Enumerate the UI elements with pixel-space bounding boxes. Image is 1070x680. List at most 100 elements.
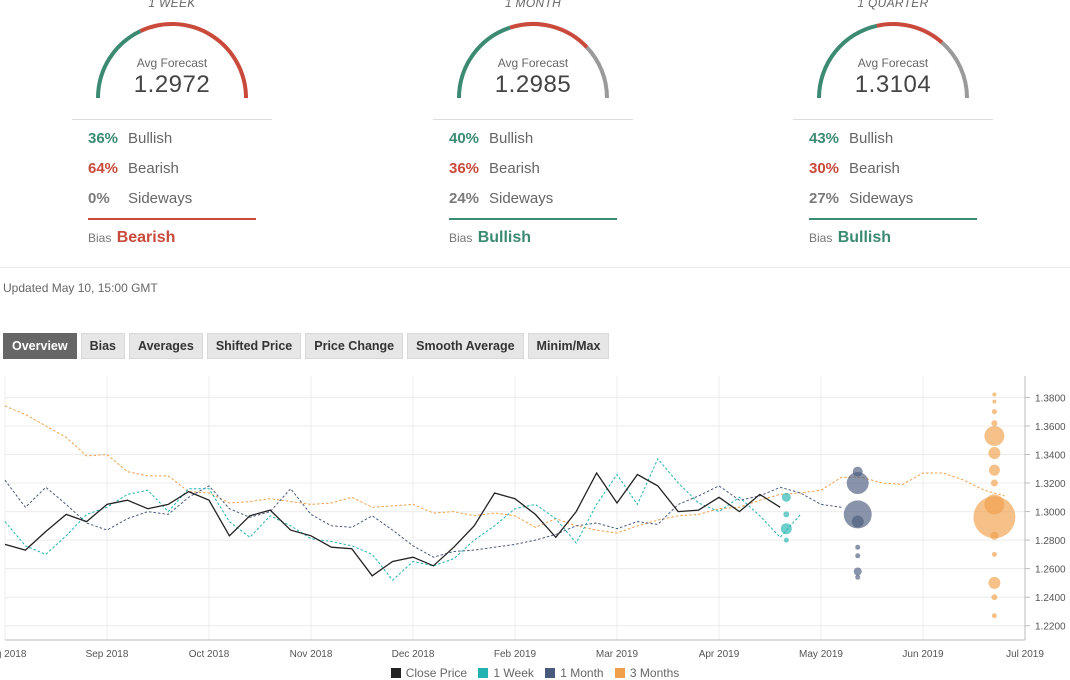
sideways-row: 0% Sideways [88, 190, 192, 212]
tab-smooth-average[interactable]: Smooth Average [407, 333, 524, 359]
forecast-bubble-3-months [988, 576, 1001, 589]
legend-item-1-week[interactable]: 1 Week [478, 666, 534, 680]
legend-swatch [545, 668, 556, 678]
gauge-bullish-arc [817, 23, 878, 99]
bullish-label: Bullish [849, 130, 894, 147]
forecast-bubble-3-months [984, 425, 1005, 446]
forecast-bubble-1-week [783, 511, 790, 518]
bearish-row: 64% Bearish [88, 160, 179, 182]
forecast-bubble-1-month [855, 574, 861, 580]
legend-label: Close Price [405, 666, 468, 680]
avg-forecast-value: 1.2972 [133, 71, 211, 98]
tab-averages[interactable]: Averages [129, 333, 203, 359]
bias-row: Bias Bullish [809, 229, 891, 247]
gauge-sideways-arc [940, 40, 969, 99]
bullish-label: Bullish [128, 130, 173, 147]
bias-row: Bias Bearish [88, 229, 175, 247]
divider [433, 119, 633, 120]
forecast-bubble-3-months [991, 594, 998, 601]
forecast-bubble-3-months [990, 479, 998, 487]
y-tick-label: 1.3200 [1035, 479, 1066, 490]
forecast-bubble-1-month [855, 544, 861, 550]
forecast-bubble-3-months [991, 420, 998, 427]
bearish-row: 30% Bearish [809, 160, 900, 182]
bullish-label: Bullish [489, 130, 534, 147]
bullish-pct: 40% [449, 130, 480, 147]
x-tick-label: Dec 2018 [392, 649, 435, 660]
bias-value: Bearish [116, 229, 176, 246]
forecast-bubble-1-month [851, 515, 864, 528]
bullish-pct: 43% [809, 130, 840, 147]
chart-tabs: Overview Bias Averages Shifted Price Pri… [3, 333, 610, 359]
chart-grid [4, 376, 1026, 640]
x-tick-label: Nov 2018 [290, 649, 333, 660]
legend-label: 1 Week [493, 666, 534, 680]
series-line-close-price [4, 471, 781, 577]
sideways-label: Sideways [128, 190, 193, 207]
forecast-bubble-3-months [988, 464, 1000, 476]
forecast-bubble-3-months [991, 613, 997, 619]
x-tick-label: Mar 2019 [596, 649, 639, 660]
sideways-pct: 0% [88, 190, 110, 207]
legend-swatch [478, 668, 489, 678]
forecast-bubble-3-months [992, 392, 997, 397]
y-tick-label: 1.3600 [1035, 422, 1066, 433]
bearish-pct: 64% [88, 160, 119, 177]
gauge-bullish-arc [96, 29, 142, 99]
avg-forecast-label: Avg Forecast [136, 56, 208, 70]
avg-forecast-label: Avg Forecast [857, 56, 929, 70]
legend-swatch [390, 668, 401, 678]
forecast-panel-month: 1 MONTH Avg Forecast 1.2985 40% Bullish 3… [361, 0, 721, 260]
bearish-pct: 36% [449, 160, 480, 177]
tab-overview[interactable]: Overview [3, 333, 77, 359]
legend-item-3-months[interactable]: 3 Months [614, 666, 679, 680]
series-line-1-month [4, 479, 842, 558]
forecast-bubble-1-month [853, 567, 862, 576]
tab-bias[interactable]: Bias [80, 333, 125, 359]
forecast-bubble-1-month [843, 500, 872, 529]
x-tick-label: Feb 2019 [494, 649, 537, 660]
chart-legend: Close Price 1 Week 1 Month 3 Months [0, 666, 1070, 680]
bullish-pct: 36% [88, 130, 119, 147]
period-label: 1 QUARTER [857, 0, 929, 10]
sideways-pct: 27% [809, 190, 840, 207]
x-tick-label: Aug 2018 [0, 649, 27, 660]
legend-item-close-price[interactable]: Close Price [390, 666, 468, 680]
x-tick-label: May 2019 [799, 649, 843, 660]
series-line-3-months [4, 405, 1005, 534]
forecast-bubble-3-months [990, 531, 999, 540]
x-tick-label: Apr 2019 [699, 649, 740, 660]
forecast-bubble-3-months [988, 447, 1001, 460]
forecast-bubble-3-months [991, 551, 997, 557]
bias-label: Bias [449, 231, 473, 245]
bias-value: Bullish [477, 229, 532, 246]
tab-minim-max[interactable]: Minim/Max [527, 333, 610, 359]
avg-forecast-value: 1.2985 [494, 71, 572, 98]
bias-value: Bullish [837, 229, 892, 246]
forecast-panel-quarter: 1 QUARTER Avg Forecast 1.3104 43% Bullish… [721, 0, 1070, 260]
bearish-pct: 30% [809, 160, 840, 177]
legend-item-1-month[interactable]: 1 Month [545, 666, 604, 680]
gauge-bearish-arc [509, 22, 589, 49]
forecast-bubble-1-month [846, 472, 869, 495]
bias-row: Bias Bullish [449, 229, 531, 247]
forecast-bubble-1-week [780, 523, 792, 535]
avg-forecast-value: 1.3104 [854, 71, 932, 98]
forecast-bubble-3-months [973, 496, 1016, 539]
bearish-label: Bearish [128, 160, 179, 177]
divider [72, 119, 272, 120]
legend-label: 1 Month [560, 666, 604, 680]
x-tick-label: Jul 2019 [1006, 649, 1044, 660]
forecast-bubble-3-months [991, 409, 997, 415]
y-tick-label: 1.2400 [1035, 593, 1066, 604]
forecast-chart[interactable]: 1.2200 1.2400 1.2600 1.2800 1.3000 1.3200 1.34… [0, 372, 1070, 664]
sideways-label: Sideways [489, 190, 554, 207]
bias-divider [449, 218, 617, 220]
tab-shifted-price[interactable]: Shifted Price [206, 333, 302, 359]
x-tick-label: Jun 2019 [902, 649, 944, 660]
tab-price-change[interactable]: Price Change [305, 333, 404, 359]
x-tick-label: Sep 2018 [86, 649, 129, 660]
chart-bubbles [780, 392, 1016, 619]
forecast-bubble-1-week [781, 492, 791, 502]
sideways-label: Sideways [849, 190, 914, 207]
